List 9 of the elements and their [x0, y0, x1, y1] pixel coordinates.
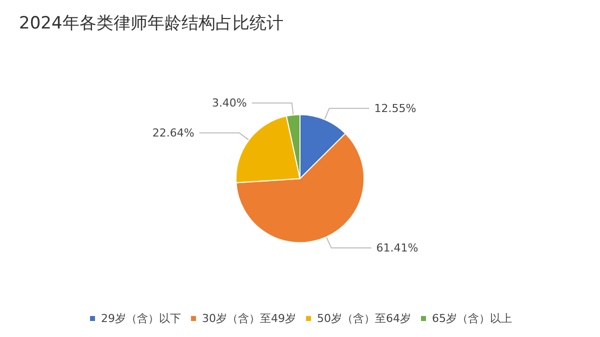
legend-label: 50岁（含）至64岁	[317, 312, 411, 325]
chart-title: 2024年各类律师年龄结构占比统计	[19, 14, 284, 34]
data-label: 22.64%	[152, 126, 194, 140]
legend-label: 29岁（含）以下	[101, 312, 182, 325]
legend-label: 30岁（含）至49岁	[202, 312, 296, 325]
data-label: 61.41%	[376, 241, 418, 254]
legend-label: 65岁（含）以上	[432, 312, 512, 325]
data-label: 12.55%	[374, 102, 416, 115]
data-label: 3.40%	[212, 96, 247, 110]
